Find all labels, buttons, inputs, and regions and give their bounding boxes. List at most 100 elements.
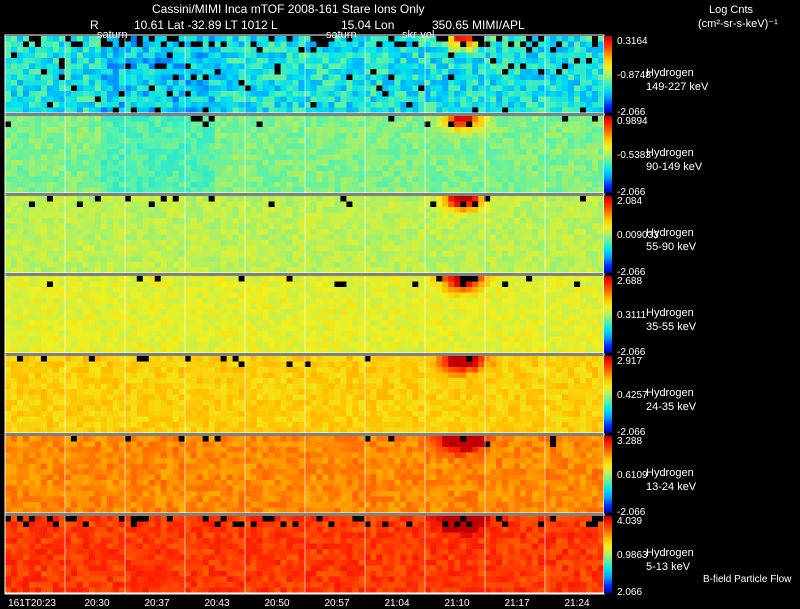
heatmap-cell xyxy=(370,212,377,219)
heatmap-cell xyxy=(424,267,431,274)
heatmap-cell xyxy=(550,218,557,224)
heatmap-cell xyxy=(358,256,365,263)
heatmap-cell xyxy=(220,160,228,166)
heatmap-cell xyxy=(352,74,359,81)
heatmap-cell xyxy=(64,52,72,59)
heatmap-cell xyxy=(586,287,593,293)
heatmap-cell xyxy=(268,69,275,75)
heatmap-cell xyxy=(592,143,599,150)
heatmap-cell xyxy=(136,165,144,172)
heatmap-cell xyxy=(286,107,293,114)
heatmap-cell xyxy=(250,80,257,86)
heatmap-cell xyxy=(442,309,449,315)
heatmap-cell xyxy=(292,143,299,150)
heatmap-cell xyxy=(532,201,539,208)
heatmap-cell xyxy=(5,69,12,75)
heatmap-cell xyxy=(490,245,497,252)
heatmap-cell xyxy=(136,74,144,81)
heatmap-cell xyxy=(418,63,425,70)
heatmap-cell xyxy=(364,229,371,235)
heatmap-cell xyxy=(106,96,114,103)
heatmap-cell xyxy=(28,201,36,208)
heatmap-cell xyxy=(298,298,305,304)
heatmap-cell xyxy=(34,223,42,230)
heatmap-cell xyxy=(568,63,575,70)
heatmap-cell xyxy=(580,262,587,268)
heatmap-cell xyxy=(10,154,18,161)
heatmap-cell xyxy=(418,132,425,139)
heatmap-cell xyxy=(442,91,449,97)
heatmap-cell xyxy=(334,102,341,108)
heatmap-cell xyxy=(358,154,365,161)
heatmap-cell xyxy=(460,207,467,213)
heatmap-cell xyxy=(256,143,263,150)
heatmap-cell xyxy=(412,251,419,257)
heatmap-cell xyxy=(556,223,563,230)
heatmap-cell xyxy=(154,314,162,321)
heatmap-cell xyxy=(202,85,210,92)
heatmap-cell xyxy=(274,41,281,48)
heatmap-cell xyxy=(520,314,527,321)
heatmap-cell xyxy=(166,171,174,177)
heatmap-cell xyxy=(358,127,365,133)
heatmap-cell xyxy=(364,207,371,213)
heatmap-cell xyxy=(16,96,24,103)
heatmap-cell xyxy=(502,132,509,139)
heatmap-cell xyxy=(52,69,60,75)
heatmap-cell xyxy=(238,58,245,64)
heatmap-cell xyxy=(94,292,102,299)
heatmap-cell xyxy=(400,165,407,172)
heatmap-cell xyxy=(520,303,527,310)
heatmap-cell xyxy=(52,245,60,252)
heatmap-cell xyxy=(412,127,419,133)
heatmap-cell xyxy=(490,229,497,235)
heatmap-cell xyxy=(496,309,503,315)
heatmap-cell xyxy=(244,309,251,315)
heatmap-cell xyxy=(538,267,545,274)
heatmap-cell xyxy=(64,143,72,150)
heatmap-cell xyxy=(568,121,575,128)
heatmap-cell xyxy=(364,107,371,114)
heatmap-cell xyxy=(22,52,30,59)
heatmap-cell xyxy=(58,127,66,133)
heatmap-cell xyxy=(412,132,419,139)
heatmap-cell xyxy=(82,196,90,202)
heatmap-cell xyxy=(106,182,114,188)
heatmap-cell xyxy=(526,143,533,150)
heatmap-cell xyxy=(376,165,383,172)
heatmap-cell xyxy=(28,58,36,64)
heatmap-cell xyxy=(238,281,245,288)
heatmap-cell xyxy=(328,309,335,315)
heatmap-cell xyxy=(238,121,245,128)
heatmap-cell xyxy=(226,36,234,42)
heatmap-cell xyxy=(154,196,162,202)
heatmap-cell xyxy=(106,41,114,48)
heatmap-cell xyxy=(406,132,413,139)
heatmap-cell xyxy=(58,196,66,202)
heatmap-cell xyxy=(40,85,48,92)
heatmap-cell xyxy=(556,138,563,144)
heatmap-cell xyxy=(358,314,365,321)
heatmap-cell xyxy=(436,132,443,139)
heatmap-cell xyxy=(112,149,120,155)
heatmap-cell xyxy=(580,121,587,128)
heatmap-cell xyxy=(40,58,48,64)
heatmap-cell xyxy=(172,314,180,321)
heatmap-cell xyxy=(376,85,383,92)
heatmap-cell xyxy=(502,47,509,53)
heatmap-cell xyxy=(250,91,257,97)
heatmap-cell xyxy=(262,160,269,166)
heatmap-cell xyxy=(322,102,329,108)
heatmap-cell xyxy=(304,176,311,183)
heatmap-cell xyxy=(580,47,587,53)
heatmap-cell xyxy=(478,176,485,183)
heatmap-cell xyxy=(262,314,269,321)
heatmap-cell xyxy=(124,298,132,304)
heatmap-cell xyxy=(64,287,72,293)
heatmap-cell xyxy=(208,69,216,75)
heatmap-cell xyxy=(592,80,599,86)
heatmap-cell xyxy=(58,187,66,194)
heatmap-cell xyxy=(34,107,42,114)
heatmap-cell xyxy=(154,187,162,194)
heatmap-cell xyxy=(268,303,275,310)
